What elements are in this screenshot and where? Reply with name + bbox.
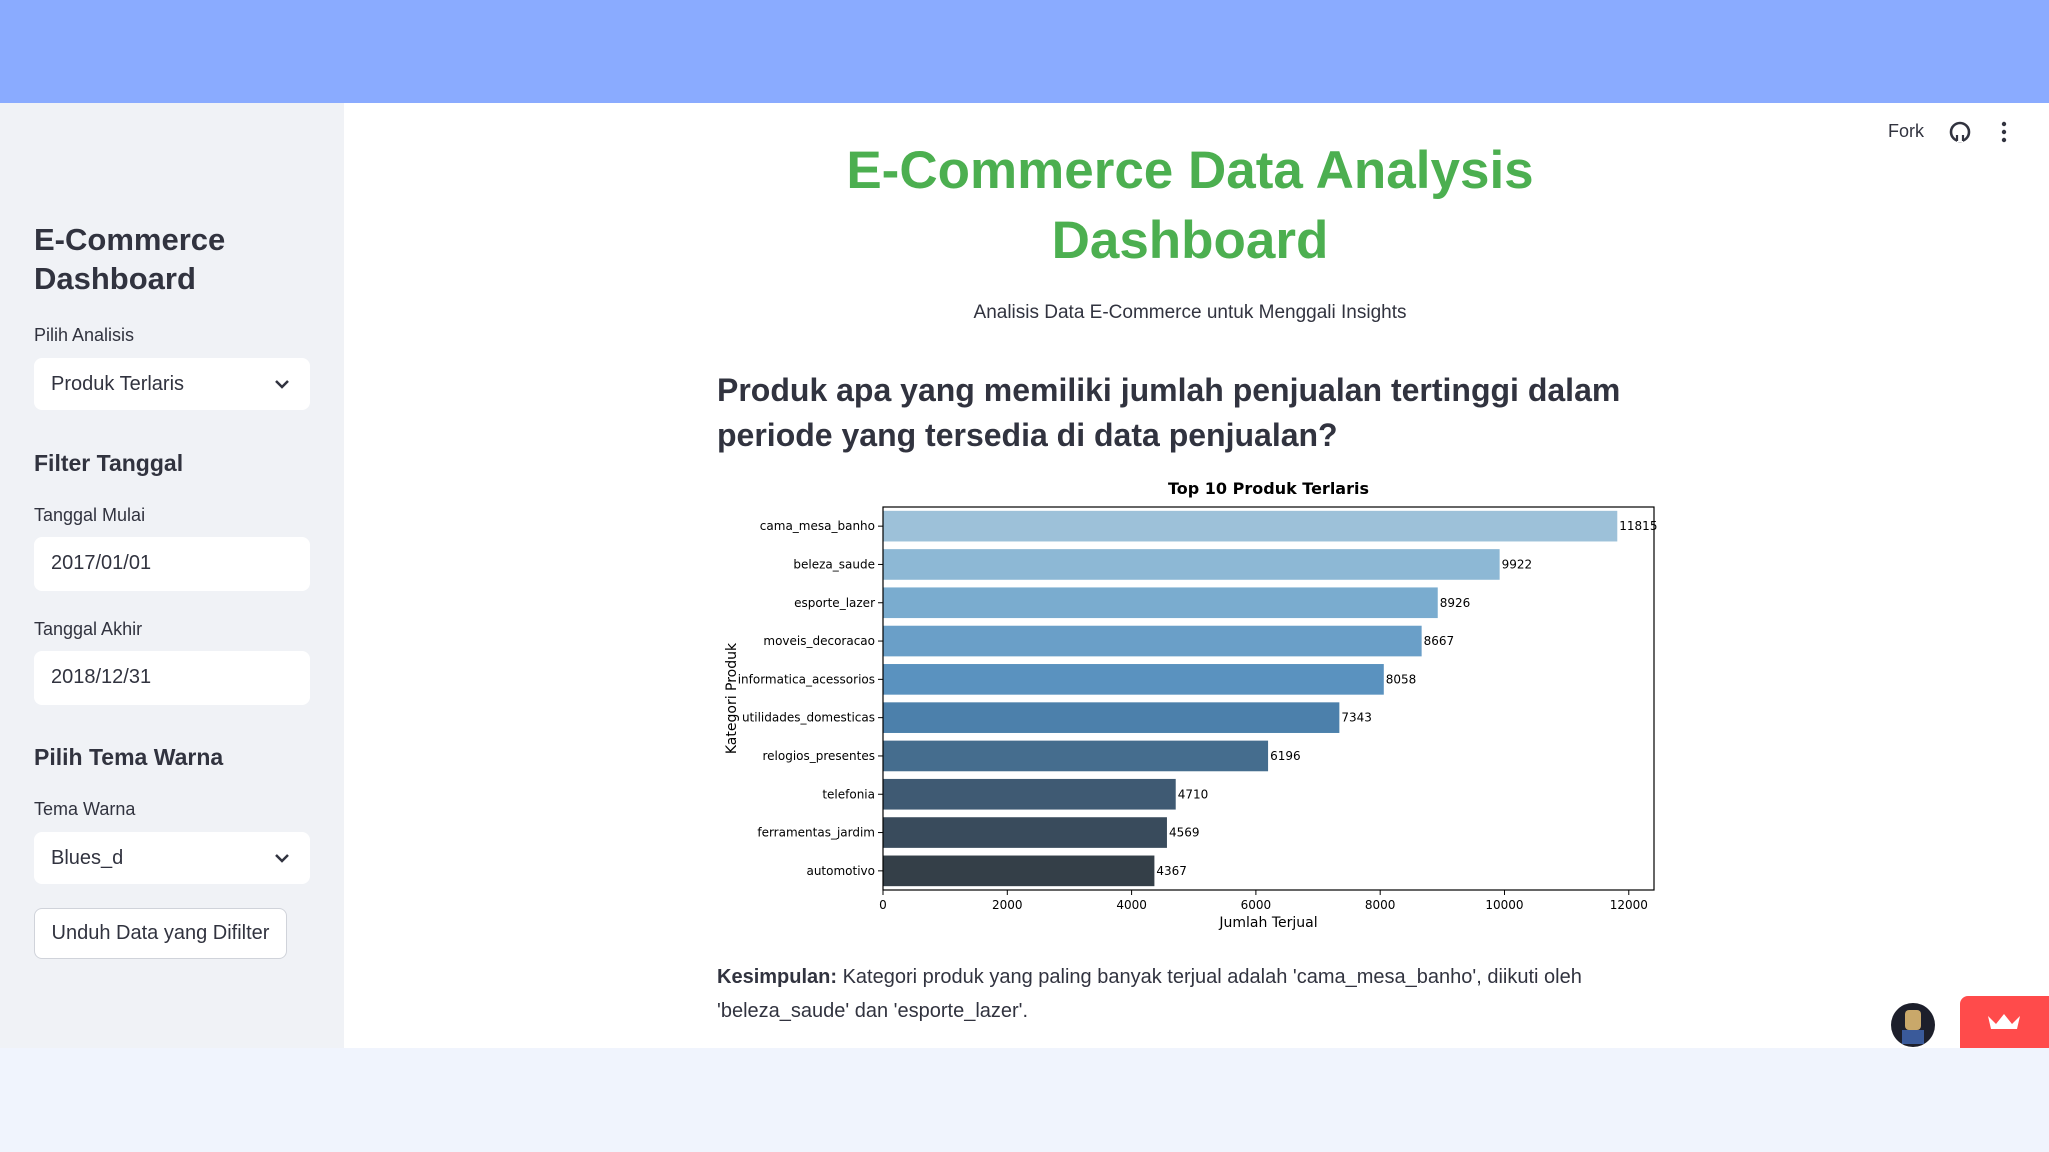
page-subtitle: Analisis Data E-Commerce untuk Menggali … [973,302,1407,323]
x-tick-label: 2000 [992,898,1023,912]
plot-frame [882,506,1655,891]
bar [883,664,1384,695]
theme-label: Tema Warna [34,799,136,819]
download-button[interactable]: Unduh Data yang Difilter [34,908,287,959]
bar [883,587,1438,619]
value-label: 4367 [1156,864,1187,878]
value-label: 6196 [1270,749,1301,763]
y-tick-label: ferramentas_jardim [757,826,875,840]
question-heading: Produk apa yang memiliki jumlah penjuala… [717,372,1621,453]
value-label: 8058 [1386,672,1417,686]
y-tick-label: moveis_decoracao [763,634,875,648]
start-date-input[interactable]: 2017/01/01 [34,537,310,591]
analysis-select[interactable]: Produk Terlaris [34,358,310,410]
conclusion: Kesimpulan: Kategori produk yang paling … [717,960,1617,1028]
analysis-value: Produk Terlaris [51,373,185,395]
y-tick-label: utilidades_domesticas [742,711,875,725]
theme-heading: Pilih Tema Warna [34,744,224,770]
y-tick-label: cama_mesa_banho [760,519,875,533]
value-label: 4569 [1169,826,1200,840]
filter-heading: Filter Tanggal [34,450,184,476]
y-tick-label: esporte_lazer [794,596,875,610]
value-label: 11815 [1619,519,1657,533]
theme-value: Blues_d [51,847,124,869]
end-date-input[interactable]: 2018/12/31 [34,651,310,705]
start-label: Tanggal Mulai [34,505,146,525]
menu-icon[interactable] [1998,120,2010,144]
y-tick-label: informatica_acessorios [738,672,875,686]
avatar[interactable] [1890,1002,1936,1048]
bar [883,510,1618,542]
value-label: 4710 [1178,787,1209,801]
end-label: Tanggal Akhir [34,619,143,639]
value-label: 8667 [1424,634,1455,648]
end-value: 2018/12/31 [51,666,152,688]
value-label: 7343 [1341,711,1372,725]
bar [883,817,1167,848]
conclusion-text: Kategori produk yang paling banyak terju… [717,966,1582,1022]
chart-title: Top 10 Produk Terlaris [1168,479,1369,498]
x-tick-label: 8000 [1365,898,1396,912]
bar [883,855,1155,887]
sidebar-title: E-Commerce Dashboard [34,222,226,296]
x-tick-label: 10000 [1485,898,1523,912]
y-axis-label: Kategori Produk [724,642,740,754]
theme-select[interactable]: Blues_d [34,832,310,884]
chevron-icon [275,380,289,389]
x-tick-label: 4000 [1116,898,1147,912]
chevron-icon [275,854,289,863]
analysis-label: Pilih Analisis [34,325,135,345]
y-tick-label: beleza_saude [793,557,875,571]
x-tick-label: 6000 [1241,898,1272,912]
page-title: E-Commerce Data Analysis Dashboard [846,141,1534,270]
bar [883,702,1340,733]
bar [883,740,1269,772]
conclusion-label: Kesimpulan: [717,966,838,988]
x-tick-label: 0 [879,898,887,912]
y-tick-label: automotivo [806,864,875,878]
x-tick-label: 12000 [1610,898,1648,912]
streamlit-badge[interactable] [1960,996,2049,1048]
crown-icon [1988,1014,2020,1029]
chart: Top 10 Produk Terlaris Jumlah Terjual Kate… [724,479,1657,931]
top-band [0,0,2049,103]
x-axis-label: Jumlah Terjual [1218,915,1317,931]
bar [883,549,1500,580]
bar [883,625,1422,657]
bar [883,778,1176,810]
value-label: 9922 [1502,557,1533,571]
start-value: 2017/01/01 [51,552,152,574]
y-tick-label: telefonia [822,787,875,801]
fork-link[interactable]: Fork [1888,121,1924,141]
value-label: 8926 [1440,596,1471,610]
y-tick-label: relogios_presentes [762,749,875,763]
github-icon[interactable] [1948,120,1972,144]
